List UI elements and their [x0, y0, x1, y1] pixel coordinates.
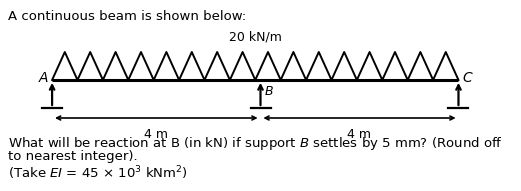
Text: A continuous beam is shown below:: A continuous beam is shown below:	[8, 10, 246, 23]
Text: 4 m: 4 m	[144, 128, 168, 141]
Text: to nearest integer).: to nearest integer).	[8, 150, 138, 163]
Text: B: B	[265, 85, 273, 98]
Text: C: C	[463, 71, 472, 85]
Text: 20 kN/m: 20 kN/m	[229, 31, 282, 44]
Text: What will be reaction at B (in kN) if support $\it{B}$ settles by 5 mm? (Round o: What will be reaction at B (in kN) if su…	[8, 135, 503, 152]
Text: A: A	[39, 71, 48, 85]
Text: (Take $\it{EI}$ = 45 $\times$ 10$^{3}$ kNm$^{2}$): (Take $\it{EI}$ = 45 $\times$ 10$^{3}$ k…	[8, 164, 188, 182]
Text: 4 m: 4 m	[348, 128, 371, 141]
